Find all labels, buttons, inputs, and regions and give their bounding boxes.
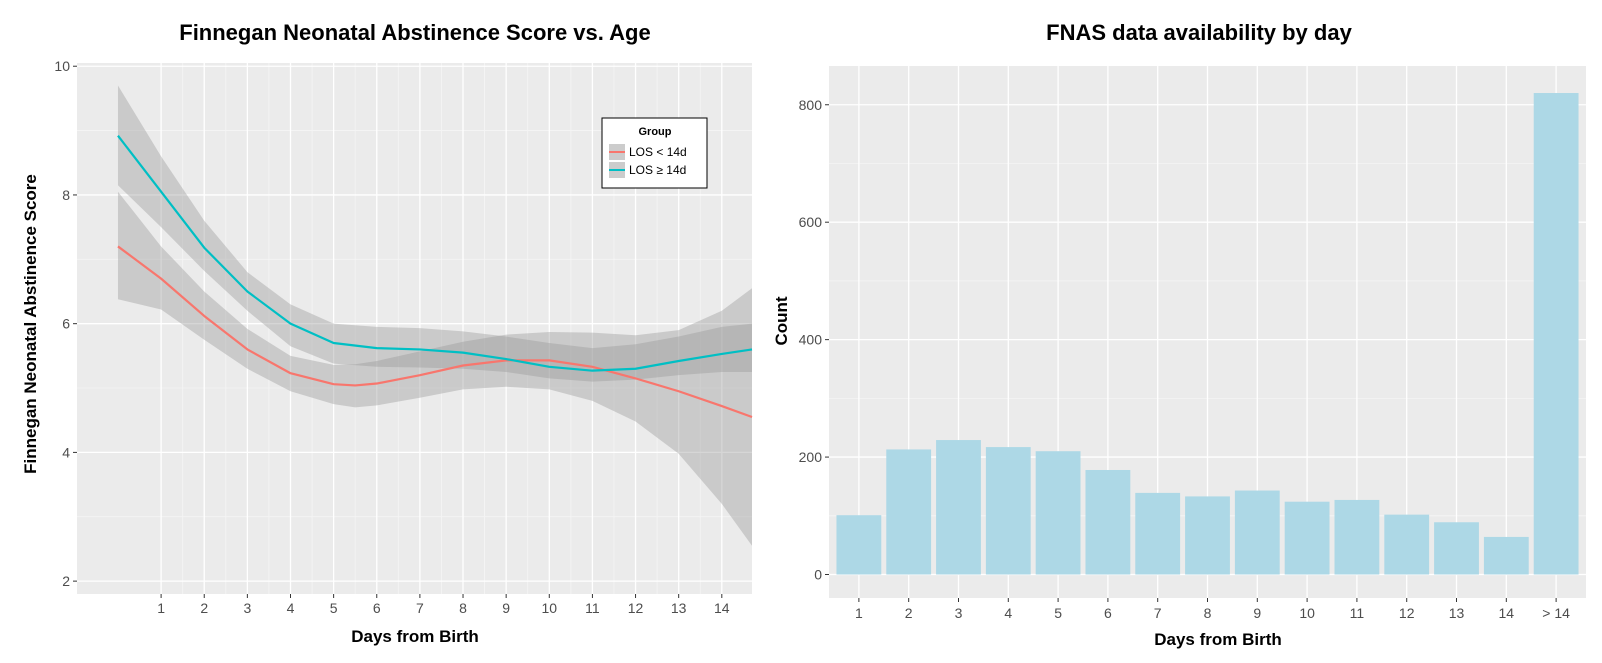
bar — [836, 515, 882, 575]
bars — [836, 93, 1579, 575]
legend-label-los-ge-14d: LOS ≥ 14d — [629, 163, 686, 177]
y-axis-label: Count — [772, 296, 791, 345]
x-tick-label: 8 — [1204, 605, 1212, 621]
x-tick-label: 10 — [1299, 605, 1315, 621]
x-axis: 1 2 3 4 5 6 7 8 9 10 11 12 13 14 — [157, 594, 730, 616]
confidence-band-los-ge-14d — [117, 85, 753, 382]
bar-chart-panel: FNAS data availability by day 0 200 400 600… — [772, 20, 1586, 649]
x-tick-label: 13 — [671, 600, 687, 616]
x-tick-label: 14 — [1499, 605, 1515, 621]
confidence-band-los-lt-14d — [117, 191, 753, 546]
bar — [1035, 451, 1081, 575]
x-tick-label: 13 — [1449, 605, 1465, 621]
x-tick-label: 9 — [502, 600, 510, 616]
y-tick-label: 0 — [814, 567, 822, 583]
y-tick-label: 600 — [799, 214, 823, 230]
x-tick-label: 14 — [714, 600, 730, 616]
x-tick-label: 6 — [1104, 605, 1112, 621]
bar — [1185, 496, 1230, 575]
x-tick-label: 10 — [541, 600, 557, 616]
x-tick-label: 1 — [855, 605, 863, 621]
y-tick-label: 800 — [799, 97, 823, 113]
y-tick-label: 2 — [62, 573, 70, 589]
x-tick-label: 3 — [955, 605, 963, 621]
confidence-bands — [117, 85, 753, 546]
chart-title: FNAS data availability by day — [1046, 20, 1352, 45]
y-tick-label: 200 — [799, 449, 823, 465]
bar — [1085, 469, 1131, 575]
bar — [886, 449, 932, 575]
legend-title: Group — [639, 126, 672, 138]
x-tick-label: 12 — [1399, 605, 1415, 621]
chart-title: Finnegan Neonatal Abstinence Score vs. A… — [179, 20, 651, 45]
bar — [1483, 536, 1529, 575]
bar — [1234, 490, 1280, 575]
bar — [985, 447, 1031, 575]
x-tick-label: 11 — [1350, 605, 1365, 621]
x-tick-label: 7 — [416, 600, 424, 616]
y-tick-label: 400 — [799, 332, 823, 348]
x-tick-label: 5 — [1054, 605, 1062, 621]
bar — [1533, 93, 1579, 575]
x-tick-label: 11 — [585, 600, 600, 616]
x-axis: 1 2 3 4 5 6 7 8 9 10 11 12 13 14 > 14 — [855, 598, 1570, 621]
grid — [77, 63, 752, 594]
x-axis-label: Days from Birth — [1154, 630, 1282, 649]
y-tick-label: 10 — [54, 58, 70, 74]
x-tick-label: 3 — [243, 600, 251, 616]
y-tick-label: 8 — [62, 187, 70, 203]
y-tick-label: 6 — [62, 316, 70, 332]
x-tick-label: > 14 — [1542, 605, 1570, 621]
y-axis: 2 4 6 8 10 — [54, 58, 77, 589]
x-axis-label: Days from Birth — [351, 627, 479, 646]
x-tick-label: 1 — [157, 600, 165, 616]
bar — [1135, 492, 1181, 575]
x-tick-label: 9 — [1253, 605, 1261, 621]
x-tick-label: 2 — [905, 605, 913, 621]
series-line-los-ge-14d — [117, 135, 753, 372]
legend-label-los-lt-14d: LOS < 14d — [629, 145, 687, 159]
y-axis: 0 200 400 600 800 — [799, 97, 829, 583]
x-tick-label: 8 — [459, 600, 467, 616]
y-tick-label: 4 — [62, 444, 70, 460]
legend: Group LOS < 14d LOS ≥ 14d — [601, 117, 708, 189]
x-tick-label: 12 — [628, 600, 644, 616]
line-chart-panel: Finnegan Neonatal Abstinence Score vs. A… — [21, 20, 753, 646]
x-tick-label: 6 — [373, 600, 381, 616]
bar — [936, 440, 981, 575]
x-tick-label: 7 — [1154, 605, 1162, 621]
x-tick-label: 4 — [287, 600, 295, 616]
x-tick-label: 2 — [200, 600, 208, 616]
x-tick-label: 5 — [330, 600, 338, 616]
series-lines — [117, 135, 753, 419]
y-axis-label: Finnegan Neonatal Abstinence Score — [21, 174, 40, 474]
series-line-los-lt-14d — [117, 245, 753, 419]
bar — [1384, 514, 1430, 575]
bar — [1434, 522, 1479, 575]
bar — [1334, 499, 1380, 575]
x-tick-label: 4 — [1004, 605, 1012, 621]
bar — [1284, 501, 1330, 575]
